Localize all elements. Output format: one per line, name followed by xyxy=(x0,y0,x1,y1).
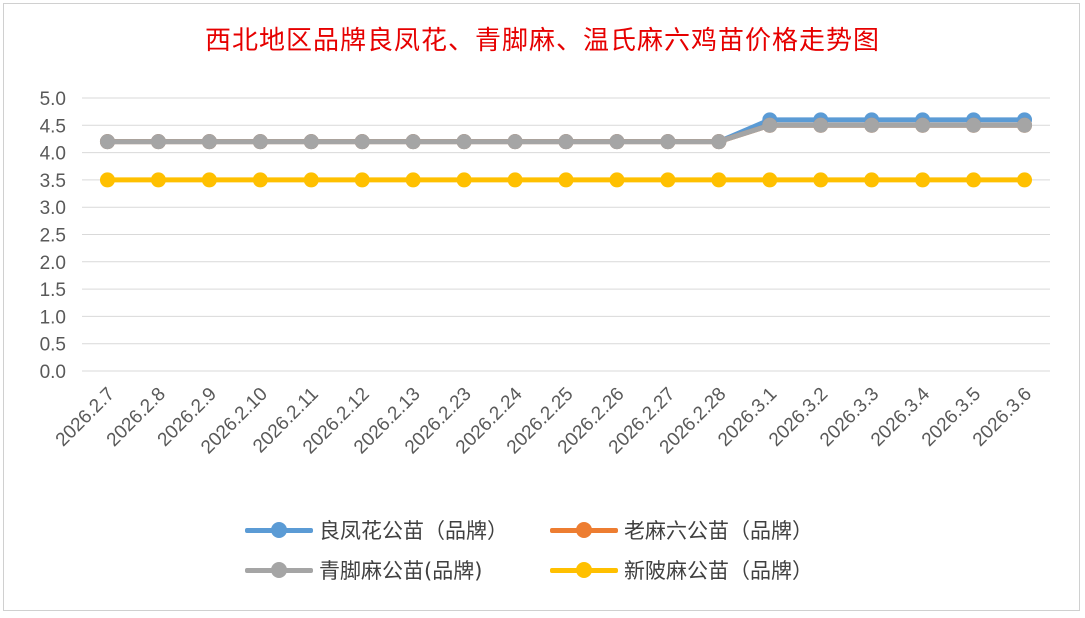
data-point xyxy=(1017,117,1033,133)
data-point xyxy=(813,117,829,133)
data-point xyxy=(966,172,982,188)
data-point xyxy=(864,117,880,133)
y-tick-label: 4.5 xyxy=(40,116,66,137)
data-point xyxy=(456,134,472,150)
y-tick-label: 5.0 xyxy=(40,89,66,110)
y-tick-label: 1.5 xyxy=(40,280,66,301)
y-tick-label: 4.0 xyxy=(40,144,66,165)
data-point xyxy=(660,134,676,150)
data-point xyxy=(201,134,217,150)
data-point xyxy=(813,172,829,188)
data-point xyxy=(915,172,931,188)
data-point xyxy=(201,172,217,188)
data-point xyxy=(1017,172,1033,188)
data-point xyxy=(762,117,778,133)
data-point xyxy=(405,134,421,150)
data-point xyxy=(456,172,472,188)
data-point xyxy=(507,172,523,188)
data-point xyxy=(354,172,370,188)
y-tick-label: 2.0 xyxy=(40,253,66,274)
y-tick-label: 0.5 xyxy=(40,335,66,356)
chart-title: 西北地区品牌良凤花、青脚麻、温氏麻六鸡苗价格走势图 xyxy=(204,26,880,56)
data-point xyxy=(711,172,727,188)
data-point xyxy=(99,172,115,188)
data-point xyxy=(558,134,574,150)
y-tick-label: 2.5 xyxy=(40,226,66,247)
data-point xyxy=(864,172,880,188)
data-point xyxy=(150,134,166,150)
data-point xyxy=(507,134,523,150)
data-point xyxy=(99,134,115,150)
data-point xyxy=(711,134,727,150)
data-point xyxy=(609,172,625,188)
data-point xyxy=(354,134,370,150)
data-point xyxy=(660,172,676,188)
data-point xyxy=(405,172,421,188)
data-point xyxy=(558,172,574,188)
data-point xyxy=(303,172,319,188)
data-point xyxy=(609,134,625,150)
data-point xyxy=(915,117,931,133)
chart-frame xyxy=(3,3,1080,611)
data-point xyxy=(150,172,166,188)
data-point xyxy=(966,117,982,133)
data-point xyxy=(252,134,268,150)
y-tick-label: 3.0 xyxy=(40,198,66,219)
y-tick-label: 3.5 xyxy=(40,171,66,192)
data-point xyxy=(252,172,268,188)
y-tick-label: 1.0 xyxy=(40,307,66,328)
y-tick-label: 0.0 xyxy=(40,362,66,383)
data-point xyxy=(303,134,319,150)
data-point xyxy=(762,172,778,188)
